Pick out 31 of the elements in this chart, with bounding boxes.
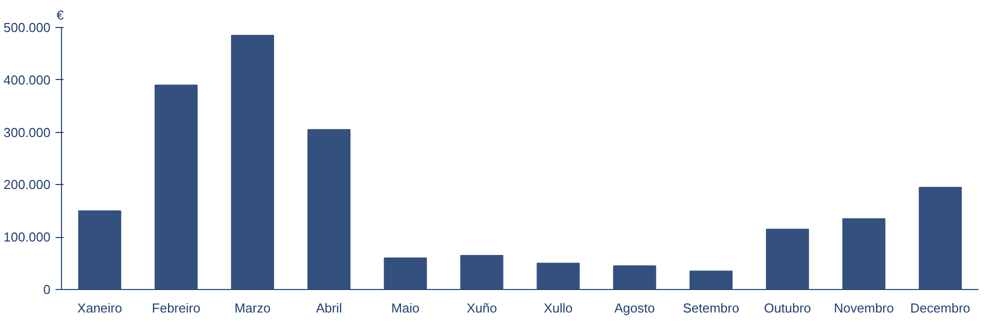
bar [384, 258, 427, 290]
y-tick-label: 0 [43, 282, 51, 297]
bar [536, 262, 580, 290]
y-tick-label: 100.000 [4, 230, 51, 245]
bar [690, 270, 733, 290]
x-tick-label: Decembro [910, 300, 970, 316]
bar [460, 254, 504, 290]
y-tick-label: 500.000 [4, 20, 51, 35]
bar [766, 228, 809, 290]
x-tick-label: Setembro [682, 300, 740, 316]
bar [78, 210, 122, 290]
x-tick-label: Xuño [466, 300, 497, 316]
x-tick-label: Agosto [614, 300, 655, 316]
x-tick-label: Maio [391, 300, 420, 316]
x-tick-label: Novembro [834, 300, 894, 316]
y-axis-title: € [56, 8, 64, 22]
x-tick-label: Xullo [544, 300, 573, 316]
x-tick-label: Abril [316, 300, 342, 316]
bar [613, 265, 656, 290]
y-tick-label: 200.000 [4, 177, 51, 192]
bar [842, 218, 886, 290]
x-tick-label: Febreiro [152, 300, 200, 316]
y-tick-label: 400.000 [4, 72, 51, 88]
bar [231, 34, 274, 290]
x-tick-label: Marzo [234, 300, 271, 316]
bar [918, 186, 962, 290]
y-tick-label: 300.000 [4, 124, 51, 140]
x-tick-label: Xaneiro [77, 300, 122, 316]
bar [154, 84, 198, 290]
x-tick-label: Outubro [764, 300, 811, 316]
bar [307, 129, 350, 290]
